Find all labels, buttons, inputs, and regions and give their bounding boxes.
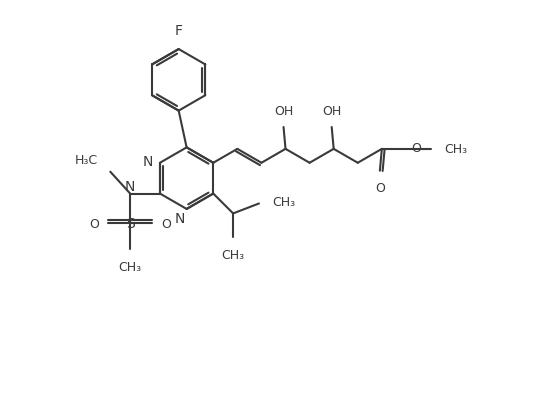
Text: O: O [161, 217, 171, 230]
Text: CH₃: CH₃ [222, 249, 245, 261]
Text: O: O [375, 181, 385, 194]
Text: F: F [175, 24, 183, 38]
Text: N: N [174, 211, 185, 225]
Text: S: S [126, 217, 135, 231]
Text: CH₃: CH₃ [444, 143, 468, 156]
Text: CH₃: CH₃ [272, 196, 295, 209]
Text: OH: OH [274, 105, 293, 118]
Text: H₃C: H₃C [74, 153, 97, 166]
Text: CH₃: CH₃ [119, 260, 142, 273]
Text: OH: OH [322, 105, 342, 118]
Text: O: O [90, 217, 100, 230]
Text: N: N [142, 154, 153, 168]
Text: O: O [411, 142, 421, 155]
Text: N: N [125, 179, 135, 193]
